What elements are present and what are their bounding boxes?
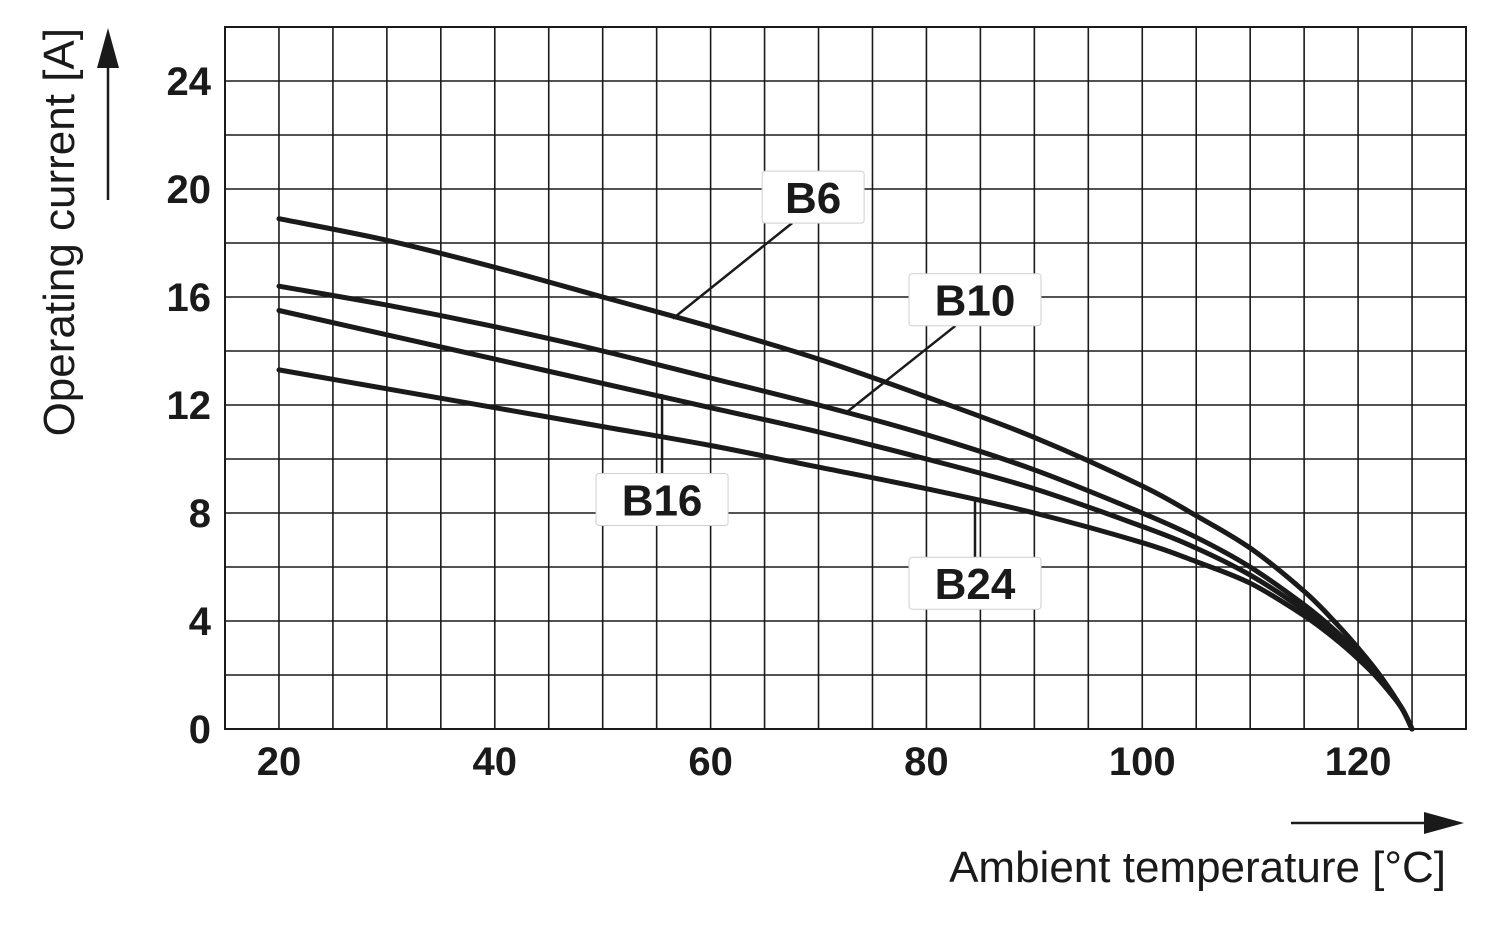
series-label-box-b16 [595,473,729,526]
grid [225,27,1466,729]
series-lines [276,216,1415,732]
x-axis-title: Ambient temperature [°C] [949,843,1446,892]
series-label-b6: B6 [785,174,841,223]
x-tick-label: 40 [473,740,518,784]
series-line-b16 [276,308,1415,732]
y-tick-label: 16 [167,276,212,320]
series-labels: B6 B10 B16 B24 [595,170,1042,610]
axis-titles: Operating current [A] Ambient temperatur… [35,28,1464,892]
series-label-box-b6 [761,170,865,224]
y-tick-label: 24 [167,60,212,104]
leader-line-b6 [672,222,793,320]
series-label-box-b10 [908,273,1042,327]
y-tick-label: 0 [189,708,211,752]
series-label-b16: B16 [622,477,703,526]
series-label-b10: B10 [935,277,1016,326]
x-tick-label: 20 [257,740,302,784]
y-tick-label: 20 [167,168,212,212]
series-line-b24 [276,367,1415,732]
x-tick-label: 120 [1325,740,1392,784]
series-label-b24: B24 [935,560,1016,609]
y-tick-label: 8 [189,492,211,536]
x-tick-label: 100 [1109,740,1176,784]
tick-labels: 20 40 60 80 100 120 0 4 8 12 16 20 24 [167,60,1392,784]
y-axis-arrowhead [97,28,119,68]
series-label-box-b24 [908,556,1042,610]
series-line-b10 [276,283,1415,732]
x-axis-arrowhead [1424,812,1464,834]
y-tick-label: 12 [167,384,212,428]
y-axis-title: Operating current [A] [35,28,84,436]
plot-frame [224,26,1467,730]
x-tick-label: 80 [904,740,949,784]
y-tick-label: 4 [189,600,212,644]
x-tick-label: 60 [688,740,733,784]
leader-line-b10 [844,324,957,415]
series-line-b6 [276,216,1415,732]
